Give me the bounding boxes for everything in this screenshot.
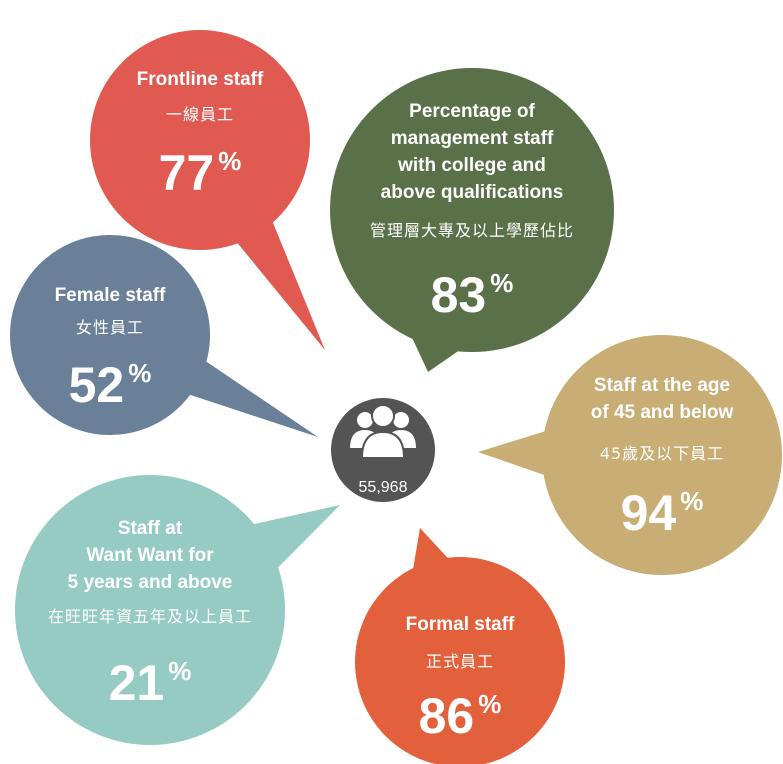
bubble-title: Staff at — [118, 518, 183, 539]
bubble-title: Percentage of — [409, 101, 535, 122]
bubble-chinese: 管理層大專及以上學歷佔比 — [370, 221, 574, 240]
bubble-tail — [186, 359, 318, 437]
value-unit: % — [490, 268, 513, 298]
value-number: 77 — [159, 145, 215, 201]
bubble-value: 94% — [621, 485, 704, 541]
bubble-tail — [478, 430, 549, 477]
bubble-title: 5 years and above — [68, 572, 233, 593]
bubble-value: 52% — [69, 357, 152, 413]
bubble-title: Want Want for — [86, 545, 214, 566]
bubble — [355, 557, 565, 764]
bubble — [330, 68, 614, 352]
value-unit: % — [168, 656, 191, 686]
bubble-title: Frontline staff — [137, 69, 264, 90]
value-number: 94 — [621, 485, 677, 541]
bubble-chinese: 女性員工 — [76, 318, 144, 337]
bubble-value: 77% — [159, 145, 242, 201]
value-number: 83 — [431, 267, 487, 323]
bubble-chinese: 45歲及以下員工 — [600, 444, 724, 463]
bubble-chinese: 正式員工 — [426, 652, 494, 671]
bubble-title: Formal staff — [406, 614, 515, 635]
bubble — [15, 475, 285, 745]
people-icon — [350, 404, 416, 459]
bubble-value: 83% — [431, 267, 514, 323]
total-count: 55,968 — [359, 479, 408, 496]
bubble-title: management staff — [391, 128, 554, 149]
bubbles: Frontline staff 一線員工 77 % Percentage of manag… — [10, 30, 782, 764]
bubble — [10, 235, 210, 435]
bubble-title: above qualifications — [381, 182, 564, 203]
bubble-title: of 45 and below — [591, 402, 734, 423]
bubble-title: with college and — [397, 155, 546, 176]
bubble — [90, 30, 310, 250]
bubble-value: 86% — [419, 688, 502, 744]
value-number: 52 — [69, 357, 125, 413]
bubble-chinese: 一線員工 — [166, 105, 234, 124]
value-unit: % — [128, 358, 151, 388]
value-number: 86 — [419, 688, 475, 744]
value-unit: % — [218, 146, 241, 176]
value-number: 21 — [109, 655, 165, 711]
bubble-title: Female staff — [55, 285, 167, 306]
bubble-title: Staff at the age — [594, 375, 730, 396]
bubble — [542, 335, 782, 575]
bubble-tail — [235, 218, 325, 350]
bubble-value: 21% — [109, 655, 192, 711]
bubble-chinese: 在旺旺年資五年及以上員工 — [48, 607, 252, 626]
value-unit: % — [478, 689, 501, 719]
value-unit: % — [680, 486, 703, 516]
